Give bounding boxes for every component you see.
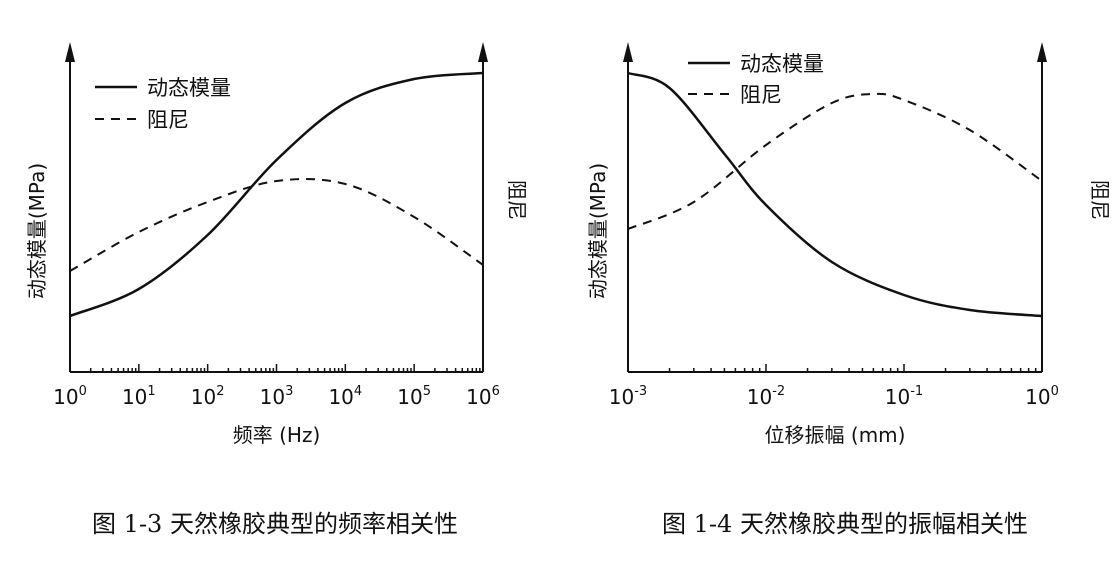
x-tick-label: 105: [397, 384, 431, 409]
left-y-axis-title: 动态模量(MPa): [586, 163, 610, 299]
legend-label: 动态模量: [147, 76, 231, 100]
series-line-dynamic-modulus: [627, 71, 1043, 318]
x-axis-title: 频率 (Hz): [233, 423, 321, 447]
x-tick-label: 103: [260, 384, 294, 409]
chart-panel-2: 10-3 10-2 10-1 100 位移振幅 (mm) 动态模量(MPa) 阻尼 动态模量阻…: [586, 42, 1112, 538]
legend-label: 阻尼: [740, 83, 782, 107]
x-tick-label: 100: [1025, 384, 1059, 409]
x-tick-label: 101: [122, 384, 156, 409]
x-tick-label: 10-2: [747, 384, 785, 409]
x-tick-label: 102: [191, 384, 225, 409]
x-tick-label: 106: [466, 384, 500, 409]
x-axis-title: 位移振幅 (mm): [765, 423, 906, 447]
series-line-damping: [627, 92, 1043, 230]
right-y-axis-arrow-icon: [478, 42, 488, 62]
chart-panel-1: 100 101 102 103 104 105 106 频率 (Hz) 动态模量(MPa) 阻尼 动…: [25, 42, 529, 538]
right-y-axis-title: 阻尼: [1088, 180, 1112, 220]
left-y-axis-arrow-icon: [65, 42, 75, 62]
x-tick-label: 10-3: [609, 384, 647, 409]
figure-caption: 图 1-3 天然橡胶典型的频率相关性: [92, 510, 458, 538]
figure-caption: 图 1-4 天然橡胶典型的振幅相关性: [662, 510, 1028, 538]
legend-label: 阻尼: [147, 108, 189, 132]
left-y-axis-title: 动态模量(MPa): [25, 163, 49, 299]
x-tick-label: 10-1: [885, 384, 923, 409]
left-y-axis-arrow-icon: [623, 42, 633, 62]
right-y-axis-title: 阻尼: [505, 180, 529, 220]
legend-label: 动态模量: [740, 52, 824, 76]
right-y-axis-arrow-icon: [1037, 42, 1047, 62]
series-line-dynamic-modulus: [69, 71, 484, 318]
series-line-damping: [69, 178, 484, 272]
x-tick-label: 104: [328, 384, 362, 409]
x-tick-label: 100: [53, 384, 87, 409]
